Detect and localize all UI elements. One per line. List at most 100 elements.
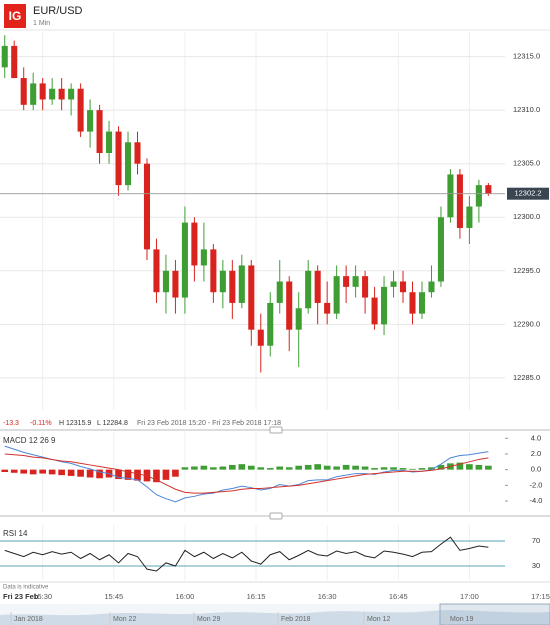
histogram-bar xyxy=(134,469,141,481)
candle-body xyxy=(1,45,8,68)
candle-body xyxy=(172,270,179,298)
panel-title: MACD 12 26 9 xyxy=(3,436,56,445)
candle-body xyxy=(162,270,169,293)
histogram-bar xyxy=(475,464,483,470)
candle-body xyxy=(143,163,151,250)
histogram-bar xyxy=(238,464,246,470)
histogram-bar xyxy=(380,467,388,470)
histogram-bar xyxy=(304,464,312,470)
navigator-label: Jan 2018 xyxy=(14,616,43,623)
candle-body xyxy=(200,249,207,266)
histogram-bar xyxy=(1,469,9,472)
histogram-bar xyxy=(67,469,75,476)
histogram-bar xyxy=(96,469,103,479)
histogram-bar xyxy=(162,469,170,480)
histogram-bar xyxy=(153,469,160,483)
candle-body xyxy=(295,308,302,330)
candle-body xyxy=(153,249,160,293)
histogram-bar xyxy=(219,466,227,470)
candle-body xyxy=(428,281,435,293)
y-tick-label: 0.0 xyxy=(531,465,541,474)
histogram-bar xyxy=(399,468,407,470)
navigator-window[interactable] xyxy=(439,603,550,625)
candle-body xyxy=(210,249,217,293)
candle-body xyxy=(77,88,84,132)
y-tick-label: 4.0 xyxy=(531,433,541,442)
resize-handle[interactable] xyxy=(269,426,283,434)
last-price-label: 12302.2 xyxy=(514,189,541,198)
candle-body xyxy=(267,302,274,346)
candle-body xyxy=(437,217,444,282)
x-tick-label: 17:00 xyxy=(460,592,479,601)
histogram-bar xyxy=(285,467,293,470)
histogram-bar xyxy=(276,466,284,470)
change: -13.3 xyxy=(3,420,19,427)
disclaimer: Data is indicative xyxy=(3,585,49,591)
candle-body xyxy=(134,142,141,164)
candle-body xyxy=(371,297,378,325)
candle-body xyxy=(219,270,226,293)
candle-body xyxy=(257,329,264,346)
y-tick-label: 12305.0 xyxy=(513,159,540,168)
histogram-bar xyxy=(48,469,56,475)
change-pct: -0.11% xyxy=(30,420,52,427)
candle-body xyxy=(390,281,397,287)
navigator-label: Feb 2018 xyxy=(281,616,311,623)
navigator-area xyxy=(0,610,550,625)
macd-line xyxy=(4,453,489,494)
candle-body xyxy=(362,276,369,298)
histogram-bar xyxy=(20,469,28,474)
y-tick-label: 2.0 xyxy=(531,449,541,458)
x-tick-label: 16:00 xyxy=(176,592,195,601)
y-tick-label: 12285.0 xyxy=(513,373,540,382)
resize-handle[interactable] xyxy=(269,512,283,520)
y-tick-label: -2.0 xyxy=(530,480,543,489)
histogram-bar xyxy=(124,469,132,480)
histogram-bar xyxy=(39,469,46,474)
histogram-bar xyxy=(456,462,464,470)
candle-body xyxy=(286,281,293,330)
histogram-bar xyxy=(485,465,492,470)
candle-body xyxy=(11,45,18,79)
x-tick-label: 17:15 xyxy=(531,592,550,601)
x-tick-label: 16:15 xyxy=(247,592,266,601)
logo: IG xyxy=(9,9,22,23)
y-tick-label: 30 xyxy=(532,561,540,570)
histogram-bar xyxy=(466,464,473,470)
high: H 12315.9 xyxy=(59,420,91,427)
candle-body xyxy=(39,83,46,100)
candle-body xyxy=(381,286,388,325)
candle-body xyxy=(96,110,103,154)
x-tick-label: 16:30 xyxy=(318,592,337,601)
y-tick-label: -4.0 xyxy=(530,496,543,505)
histogram-bar xyxy=(437,464,445,470)
candle-body xyxy=(229,270,236,303)
histogram-bar xyxy=(333,466,340,470)
histogram-bar xyxy=(181,467,189,470)
candle-body xyxy=(20,78,27,105)
candle-body xyxy=(352,276,359,287)
y-tick-label: 12315.0 xyxy=(513,52,540,61)
histogram-bar xyxy=(428,467,435,470)
candle-body xyxy=(191,222,198,266)
navigator-label: Mon 22 xyxy=(113,616,136,623)
histogram-bar xyxy=(361,466,369,470)
candle-body xyxy=(49,88,56,100)
candle-body xyxy=(343,276,350,287)
histogram-bar xyxy=(257,467,265,470)
histogram-bar xyxy=(58,469,65,476)
y-tick-label: 12300.0 xyxy=(513,212,540,221)
candle-body xyxy=(58,88,65,100)
histogram-bar xyxy=(10,469,18,473)
histogram-bar xyxy=(266,468,274,470)
panel-title: RSI 14 xyxy=(3,529,28,538)
candle-body xyxy=(409,292,416,314)
navigator-label: Mon 12 xyxy=(367,616,390,623)
candle-body xyxy=(238,265,245,303)
instrument: EUR/USD xyxy=(33,5,83,17)
candle-body xyxy=(314,270,321,303)
histogram-bar xyxy=(200,465,208,470)
last-price-box xyxy=(507,187,549,200)
